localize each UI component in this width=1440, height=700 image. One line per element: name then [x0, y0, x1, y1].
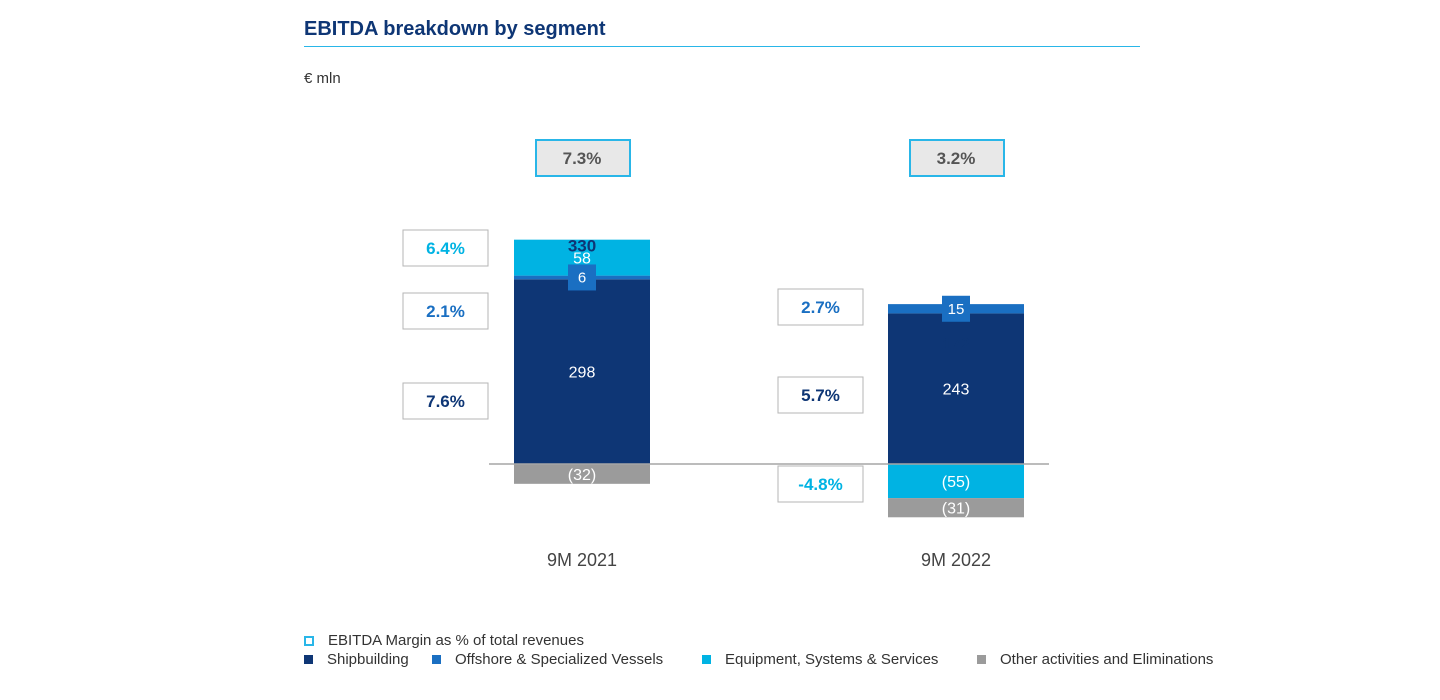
offshore-label-box-0: [568, 264, 596, 291]
segment-margin-label-offshore-1: 2.7%: [801, 298, 840, 317]
legend-swatch-shipbuilding: [304, 655, 313, 664]
legend-item-margin: EBITDA Margin as % of total revenues: [304, 632, 584, 649]
legend-label-shipbuilding: Shipbuilding: [327, 651, 409, 668]
segment-margin-box-shipbuilding-0: [402, 382, 489, 420]
segment-margin-box-shipbuilding-1: [777, 376, 864, 414]
bar-segment-shipbuilding-1: [888, 313, 1024, 464]
bar-segment-shipbuilding-0: [514, 279, 650, 464]
legend-label-other: Other activities and Eliminations: [1000, 651, 1214, 668]
bar-segment-equipment-1: [888, 464, 1024, 499]
segment-margin-label-equipment-0: 6.4%: [426, 239, 465, 258]
legend-swatch-offshore: [432, 655, 441, 664]
segment-margin-label-offshore-0: 2.1%: [426, 302, 465, 321]
segment-margin-box-offshore-0: [402, 292, 489, 330]
chart-title: EBITDA breakdown by segment: [304, 18, 606, 40]
total-margin-label-0: 7.3%: [563, 149, 602, 168]
category-label-1: 9M 2022: [921, 550, 991, 570]
value-label-offshore-0: 6: [578, 269, 586, 286]
title-underline: [304, 46, 1140, 47]
value-label-equipment-1: (55): [942, 474, 970, 491]
value-label-other-1: (31): [942, 501, 970, 518]
legend-label-margin: EBITDA Margin as % of total revenues: [328, 632, 584, 649]
value-label-shipbuilding-0: 298: [569, 365, 596, 382]
value-label-equipment-0: 58: [573, 251, 591, 268]
total-label-1: 172: [942, 334, 970, 353]
legend-swatch-margin: [304, 635, 314, 646]
legend-item-other: Other activities and Eliminations: [977, 651, 1213, 668]
segment-margin-label-shipbuilding-1: 5.7%: [801, 386, 840, 405]
offshore-label-box-1: [942, 295, 970, 322]
legend-item-offshore: Offshore & Specialized Vessels: [432, 651, 663, 668]
segment-margin-label-equipment-1: -4.8%: [798, 475, 842, 494]
segment-margin-box-offshore-1: [777, 288, 864, 326]
legend-swatch-other: [977, 655, 986, 664]
legend-item-shipbuilding: Shipbuilding: [304, 651, 409, 668]
legend-label-equipment: Equipment, Systems & Services: [725, 651, 939, 668]
segment-margin-box-equipment-1: [777, 465, 864, 503]
segment-margin-box-equipment-0: [402, 229, 489, 267]
total-label-0: 330: [568, 236, 596, 255]
total-margin-box-1: [909, 139, 1005, 177]
category-label-0: 9M 2021: [547, 550, 617, 570]
value-label-offshore-1: 15: [948, 301, 965, 318]
ebitda-stacked-bar-chart: 298 658 (32) 330 7.3% 9M 2021 243 15 (55) (31) 172…: [402, 139, 1049, 570]
legend-swatch-equipment: [702, 655, 711, 664]
segment-margin-label-shipbuilding-0: 7.6%: [426, 392, 465, 411]
total-margin-label-1: 3.2%: [937, 149, 976, 168]
total-margin-box-0: [535, 139, 631, 177]
legend-item-equipment: Equipment, Systems & Services: [702, 651, 938, 668]
value-label-other-0: (32): [568, 467, 596, 484]
bar-segment-other-0: [514, 464, 650, 484]
bar-segment-other-1: [888, 498, 1024, 518]
value-label-shipbuilding-1: 243: [943, 382, 970, 399]
unit-label: € mln: [304, 70, 341, 87]
legend-label-offshore: Offshore & Specialized Vessels: [455, 651, 664, 668]
